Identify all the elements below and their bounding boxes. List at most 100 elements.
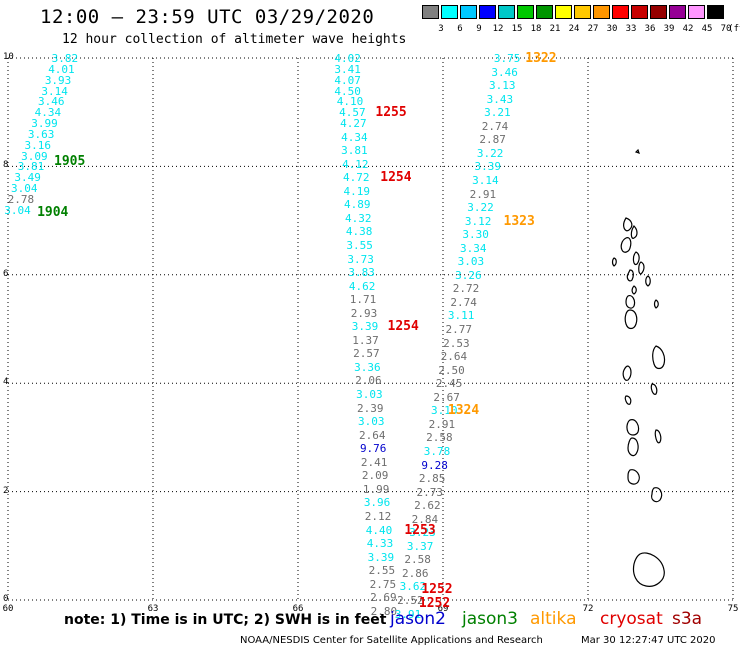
wave-height-value: 3.04 xyxy=(4,203,31,217)
wave-height-value: 3.11 xyxy=(447,309,475,323)
island-outline xyxy=(626,269,637,295)
lon-tick-label: 72 xyxy=(582,604,594,614)
legend-bin-label: 15 xyxy=(511,24,523,34)
wave-height-value: 3.93 xyxy=(44,73,72,87)
legend-bin-label: 36 xyxy=(644,24,656,34)
wave-height-value: 3.63 xyxy=(27,127,55,141)
wave-height-value: 2.85 xyxy=(418,472,446,486)
wave-height-value: 3.10 xyxy=(431,404,458,418)
wave-height-value: 2.06 xyxy=(355,374,382,388)
wave-height-value: 3.46 xyxy=(38,95,65,109)
wave-height-value: 9.76 xyxy=(359,442,387,456)
wave-height-value: 1.37 xyxy=(352,333,379,347)
lon-tick-label: 69 xyxy=(437,604,449,614)
generated-timestamp: Mar 30 12:27:47 UTC 2020 xyxy=(581,635,716,646)
wave-height-value: 3.82 xyxy=(51,52,79,65)
wave-height-value: 3.43 xyxy=(486,92,514,106)
legend-swatch xyxy=(574,5,591,19)
wave-height-value: 3.14 xyxy=(472,173,499,187)
wave-height-value: 3.36 xyxy=(354,360,381,374)
wave-height-value: 4.34 xyxy=(34,106,62,120)
wave-height-value: 1.71 xyxy=(349,293,377,307)
wave-height-value: 3.62 xyxy=(399,580,427,594)
legend-bin-label: 12 xyxy=(492,24,504,34)
legend-bin-label: 45 xyxy=(701,24,713,34)
lat-tick-label: 10 xyxy=(3,52,14,62)
wave-height-value: 3.83 xyxy=(348,266,375,280)
island-outline xyxy=(627,429,662,485)
wave-height-value: 4.89 xyxy=(344,198,371,212)
wave-height-value: 4.62 xyxy=(348,279,376,293)
map-subtitle: 12 hour collection of altimeter wave hei… xyxy=(62,32,407,47)
satellite-cryosat: cryosat xyxy=(600,609,663,629)
wave-height-value: 3.49 xyxy=(14,171,41,185)
wave-height-value: 2.91 xyxy=(428,417,456,431)
pass-time-label: 1324 xyxy=(447,403,480,419)
wave-height-value: 3.04 xyxy=(10,182,38,196)
wave-height-value: 2.84 xyxy=(411,512,439,526)
island-outline xyxy=(651,487,663,503)
wave-height-value: 2.72 xyxy=(452,282,480,296)
wave-height-value: 2.77 xyxy=(445,323,473,336)
wave-height-value: 3.09 xyxy=(21,149,48,163)
wave-height-value: 2.52 xyxy=(397,594,424,607)
island-outline xyxy=(623,217,638,239)
wave-height-value: 2.55 xyxy=(368,564,396,578)
wave-height-value: 2.64 xyxy=(440,350,468,364)
satellite-s3a: s3a xyxy=(672,609,703,629)
wave-height-value: 3.03 xyxy=(356,388,383,402)
wave-height-value: 4.12 xyxy=(342,157,369,171)
island-outline xyxy=(611,237,632,267)
wave-height-value: 4.33 xyxy=(366,537,394,551)
legend-bin-label: 70 xyxy=(720,24,732,34)
wave-height-value: 3.22 xyxy=(476,146,504,160)
wave-height-value: 3.30 xyxy=(462,228,489,242)
wave-height-value: 3.96 xyxy=(363,496,391,510)
lon-tick-label: 60 xyxy=(2,604,14,614)
wave-height-value: 3.39 xyxy=(474,160,502,174)
wave-height-value: 3.21 xyxy=(484,106,511,120)
wave-height-value: 3.41 xyxy=(334,62,361,76)
wave-height-value: 3.13 xyxy=(489,79,516,93)
legend-swatch xyxy=(650,5,667,19)
wave-height-value: 3.99 xyxy=(31,117,58,131)
lon-tick-label: 63 xyxy=(147,604,159,614)
wave-height-value: 2.58 xyxy=(426,431,453,445)
island-outline xyxy=(632,251,645,275)
legend-swatch xyxy=(460,5,477,19)
satellite-jason3: jason3 xyxy=(462,609,518,629)
maldives-coastline xyxy=(611,148,666,587)
wave-height-value: 2.53 xyxy=(443,336,470,350)
wave-height-value: 4.10 xyxy=(336,95,364,109)
legend-bin-label: 3 xyxy=(438,24,444,34)
legend-unit: (ft) xyxy=(728,24,740,34)
wave-height-value: 3.22 xyxy=(467,201,494,215)
legend-swatch xyxy=(593,5,610,19)
lat-tick-label: 4 xyxy=(3,377,9,388)
legend-bin-label: 24 xyxy=(568,24,580,34)
legend-swatch xyxy=(498,5,515,19)
wave-height-value: 3.39 xyxy=(351,320,379,334)
pass-time-label: 1252 xyxy=(421,582,453,598)
wave-height-value: 2.73 xyxy=(416,485,444,499)
lat-tick-label: 0 xyxy=(3,594,9,604)
wave-height-value: 3.55 xyxy=(346,238,373,252)
wave-height-value: 4.07 xyxy=(334,73,361,87)
legend-swatch xyxy=(517,5,534,19)
legend-swatch xyxy=(536,5,553,19)
wave-height-value: 9.28 xyxy=(421,458,448,472)
legend-bin-label: 9 xyxy=(476,24,482,34)
island-outline xyxy=(622,365,632,405)
wave-height-value: 2.50 xyxy=(438,363,465,377)
wave-height-value: 3.81 xyxy=(341,144,368,158)
legend-swatch xyxy=(631,5,648,19)
wave-height-value: 4.02 xyxy=(334,52,361,65)
legend-bin-label: 39 xyxy=(663,24,675,34)
map-title: 12:00 – 23:59 UTC 03/29/2020 xyxy=(40,6,375,28)
pass-time-label: 1253 xyxy=(404,522,436,538)
wave-height-value: 2.58 xyxy=(404,553,431,567)
legend-swatch xyxy=(479,5,496,19)
pass-time-label: 1254 xyxy=(380,170,412,186)
wave-height-value: 2.91 xyxy=(469,187,497,201)
